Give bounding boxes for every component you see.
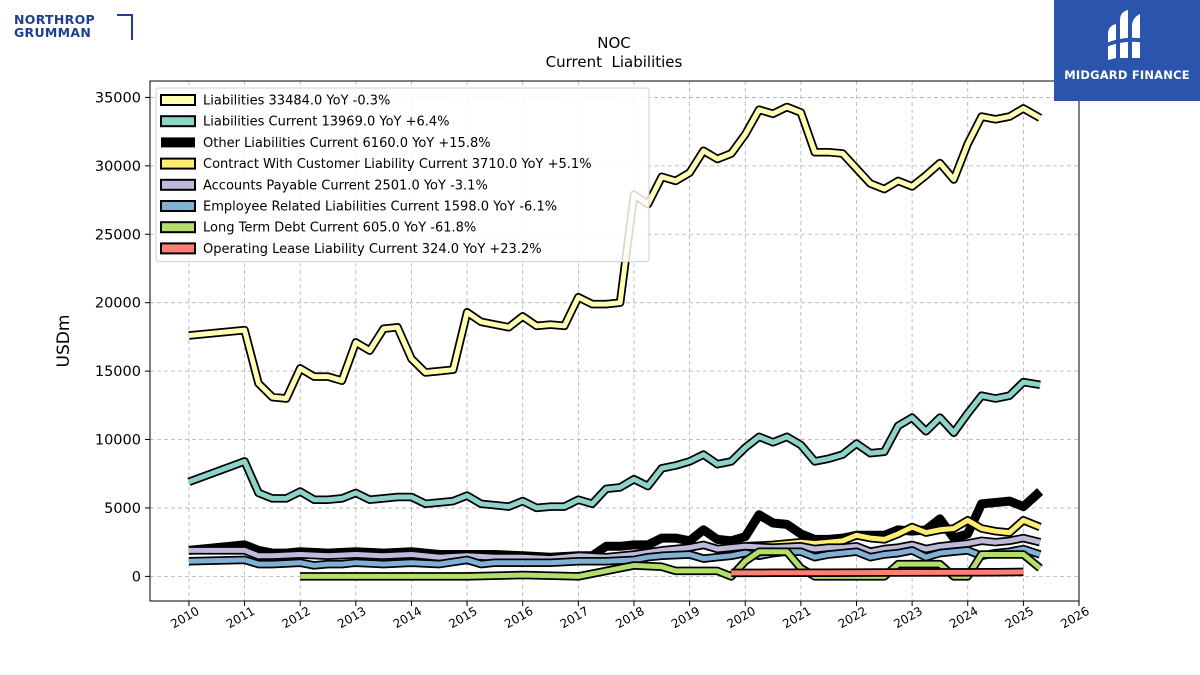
legend-item: Liabilities Current 13969.0 YoY +6.4%	[160, 115, 450, 130]
legend-label: Operating Lease Liability Current 324.0 …	[203, 242, 542, 257]
series-line	[731, 569, 1024, 576]
series-contract-with-customer-liability-current	[744, 516, 1042, 551]
northrop-grumman-logo: NORTHROP GRUMMAN	[14, 13, 134, 43]
legend-item: Contract With Customer Liability Current…	[160, 157, 592, 172]
midgard-logo-icon	[1104, 10, 1150, 60]
legend-swatch	[160, 178, 196, 191]
watermark-text: MIDGARD FINANCE	[1064, 68, 1190, 82]
x-tick-label: 2017	[558, 604, 591, 631]
x-tick-label: 2018	[613, 604, 646, 631]
x-tick-label: 2026	[1058, 604, 1091, 631]
chart-subtitle: Current Liabilities	[546, 53, 683, 71]
series-liabilities-current	[187, 377, 1041, 513]
midgard-finance-watermark: MIDGARD FINANCE	[1054, 0, 1200, 101]
y-tick-label: 10000	[95, 433, 141, 449]
legend-label: Accounts Payable Current 2501.0 YoY -3.1…	[203, 178, 488, 193]
x-tick-label: 2022	[836, 604, 869, 631]
series-line	[188, 546, 1041, 568]
x-tick-label: 2019	[669, 604, 702, 631]
x-tick-label: 2024	[947, 604, 980, 631]
series-line	[745, 517, 1042, 549]
legend: Liabilities 33484.0 YoY -0.3% Liabilities…	[155, 87, 650, 263]
y-tick-label: 0	[132, 569, 141, 585]
y-tick-label: 5000	[104, 501, 141, 517]
y-tick-label: 25000	[95, 227, 141, 243]
legend-swatch	[160, 94, 196, 106]
chart-title: NOC	[597, 34, 631, 52]
legend-swatch	[160, 157, 196, 170]
logo-line-1: NORTHROP	[14, 12, 95, 27]
x-tick-label: 2011	[224, 604, 257, 631]
legend-item: Employee Related Liabilities Current 159…	[160, 200, 557, 215]
legend-label: Liabilities 33484.0 YoY -0.3%	[203, 94, 390, 109]
series-line	[188, 379, 1041, 511]
y-tick-label: 20000	[95, 296, 141, 312]
legend-label: Contract With Customer Liability Current…	[203, 157, 592, 172]
legend-item: Other Liabilities Current 6160.0 YoY +15…	[161, 136, 491, 151]
legend-swatch	[160, 200, 196, 212]
series-accounts-payable-current	[188, 533, 1042, 563]
x-tick-label: 2025	[1003, 604, 1036, 631]
series-operating-lease-liability-current	[731, 567, 1024, 578]
logo-line-2: GRUMMAN	[14, 25, 92, 40]
legend-label: Employee Related Liabilities Current 159…	[203, 200, 557, 215]
legend-swatch	[160, 242, 196, 255]
legend-item: Accounts Payable Current 2501.0 YoY -3.1…	[160, 178, 488, 193]
x-tick-label: 2013	[335, 604, 368, 631]
legend-frame	[155, 87, 650, 263]
legend-label: Long Term Debt Current 605.0 YoY -61.8%	[203, 221, 476, 236]
x-tick-label: 2020	[725, 604, 758, 631]
logo-bracket	[117, 14, 133, 40]
x-tick-label: 2014	[391, 604, 424, 631]
y-tick-label: 30000	[95, 159, 141, 175]
y-axis-label: USDm	[54, 315, 74, 368]
x-tick-label: 2015	[446, 604, 479, 631]
series-line	[188, 535, 1041, 562]
legend-label: Liabilities Current 13969.0 YoY +6.4%	[203, 115, 450, 130]
plot-frame	[149, 80, 1080, 602]
x-tick-label: 2016	[502, 604, 535, 631]
legend-item: Long Term Debt Current 605.0 YoY -61.8%	[160, 221, 476, 236]
y-tick-label: 35000	[95, 90, 141, 106]
legend-item: Liabilities 33484.0 YoY -0.3%	[160, 94, 390, 109]
legend-label: Other Liabilities Current 6160.0 YoY +15…	[203, 136, 491, 151]
x-tick-label: 2021	[780, 604, 813, 631]
x-tick-label: 2012	[279, 604, 312, 631]
x-tick-label: 2023	[891, 604, 924, 631]
legend-swatch	[160, 221, 196, 234]
legend-swatch	[160, 115, 196, 128]
legend-swatch	[161, 137, 195, 148]
legend-item: Operating Lease Liability Current 324.0 …	[160, 242, 542, 257]
x-tick-label: 2010	[168, 604, 201, 631]
series-employee-related-liabilities-current	[188, 544, 1042, 570]
y-tick-label: 15000	[95, 364, 141, 380]
